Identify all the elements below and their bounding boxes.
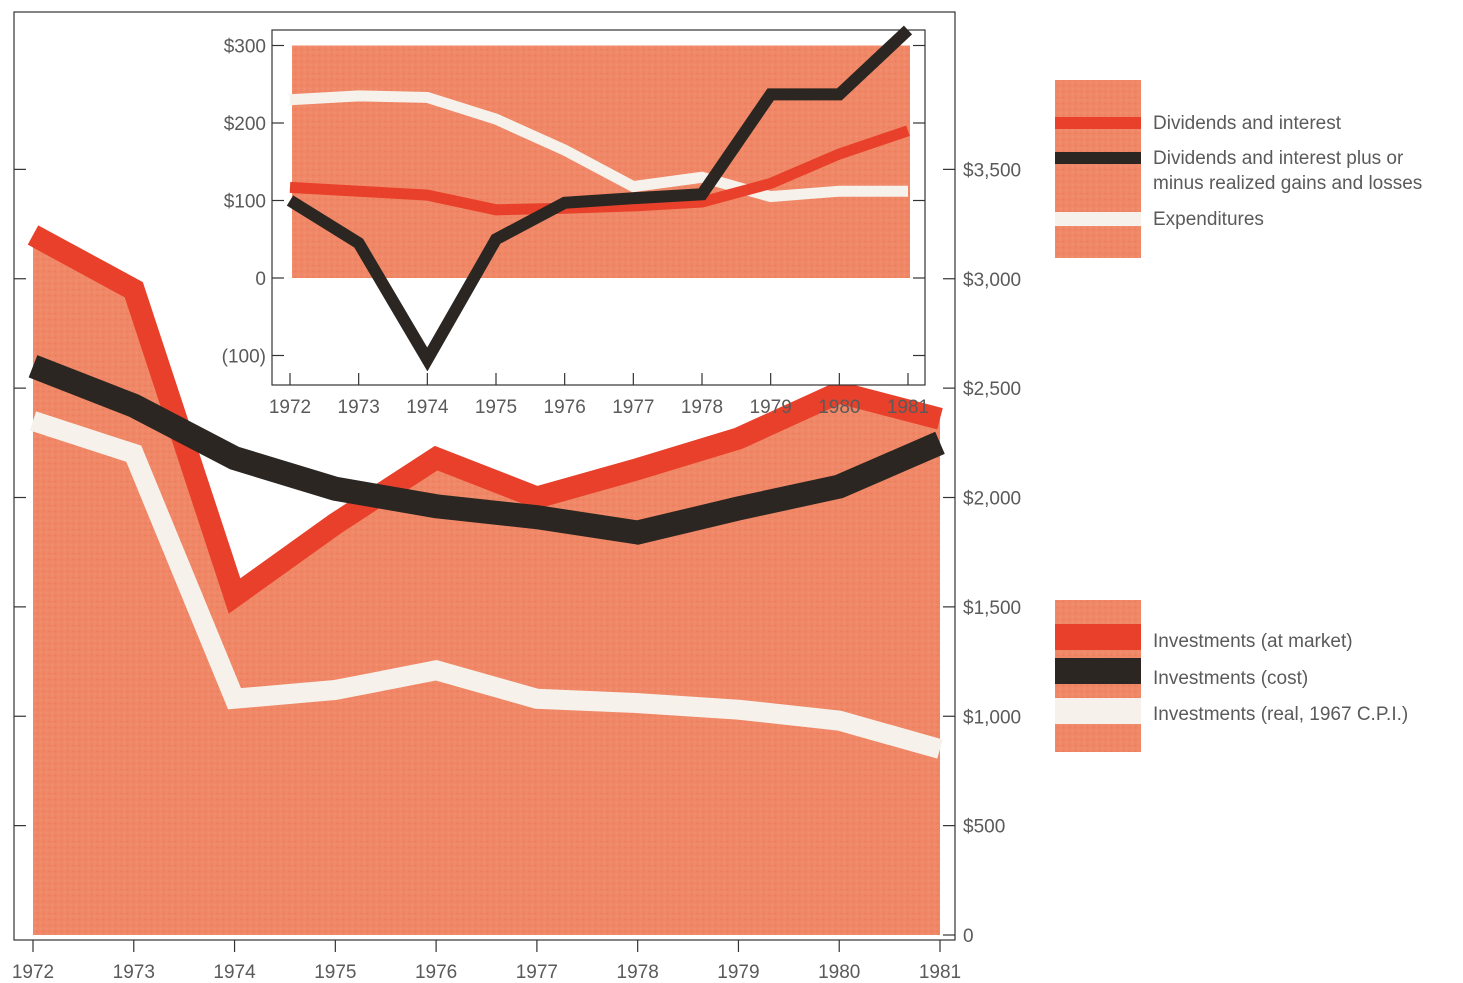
main-x-tick-label: 1974 <box>213 962 256 983</box>
inset-y-tick-label: $200 <box>224 114 266 135</box>
inset-x-tick-label: 1979 <box>750 397 792 418</box>
main-x-tick-label: 1979 <box>717 962 759 983</box>
income-legend-swatch-area <box>1055 80 1141 258</box>
inset-series-line-0 <box>289 125 910 216</box>
main-y-tick-label: $1,000 <box>963 707 1021 728</box>
main-series-line-1 <box>28 355 945 545</box>
inset-x-tick-label: 1976 <box>544 397 586 418</box>
main-x-tick-label: 1976 <box>415 962 457 983</box>
inset-x-tick-label: 1980 <box>818 397 860 418</box>
inset-series-line-2 <box>289 90 908 203</box>
investments-legend-label-1: Investments (cost) <box>1153 668 1308 689</box>
main-y-tick-label: $2,000 <box>963 489 1021 510</box>
income-legend-label-1-line1: minus realized gains and losses <box>1153 173 1422 194</box>
main-x-tick-label: 1981 <box>919 962 961 983</box>
inset-frame <box>271 29 926 386</box>
investments-legend-swatch-1 <box>1055 658 1141 684</box>
inset-x-tick-label: 1972 <box>269 397 311 418</box>
investments-legend-label-2: Investments (real, 1967 C.P.I.) <box>1153 704 1408 725</box>
main-y-tick-label: 0 <box>963 926 974 947</box>
inset-y-tick-label: (100) <box>222 347 266 368</box>
investments-legend-swatch-2 <box>1055 698 1141 724</box>
main-y-tick-label: $2,500 <box>963 379 1021 400</box>
main-y-tick-label: $3,500 <box>963 160 1021 181</box>
inset-y-tick-label: $300 <box>224 37 266 58</box>
main-x-tick-label: 1972 <box>12 962 54 983</box>
main-x-tick-label: 1978 <box>617 962 659 983</box>
inset-x-tick-label: 1974 <box>406 397 449 418</box>
income-legend-label-0: Dividends and interest <box>1153 113 1342 134</box>
investments-chart: 0 $500 $1,000 $1,500 $2,000 $2,500 $3,000 $3,50… <box>12 11 1021 983</box>
income-legend: Dividends and interest Dividends and inte… <box>1055 80 1422 258</box>
income-legend-swatch-0 <box>1055 117 1141 129</box>
investments-legend-swatch-0 <box>1055 624 1141 650</box>
inset-y-tick-label: $100 <box>224 192 266 213</box>
inset-y-tick-label: 0 <box>255 269 266 290</box>
inset-x-tick-label: 1973 <box>338 397 380 418</box>
main-x-tick-label: 1975 <box>314 962 356 983</box>
income-legend-swatch-1 <box>1055 152 1141 164</box>
investments-legend-label-0: Investments (at market) <box>1153 631 1353 652</box>
income-expenditure-inset-chart: (100) 0 $100 $200 $300 1972 1973 1974 1975 1976 19… <box>222 25 929 418</box>
main-y-tick-label: $500 <box>963 817 1005 838</box>
main-area-fill <box>33 235 940 935</box>
main-y-tick-label: $3,000 <box>963 270 1021 291</box>
main-series-line-2 <box>29 411 943 759</box>
inset-x-tick-label: 1981 <box>887 397 929 418</box>
inset-x-tick-label: 1978 <box>681 397 723 418</box>
income-legend-label-1-line0: Dividends and interest plus or <box>1153 148 1404 169</box>
main-frame <box>13 11 956 941</box>
inset-x-tick-label: 1975 <box>475 397 517 418</box>
inset-x-tick-label: 1977 <box>612 397 654 418</box>
investments-legend: Investments (at market) Investments (cost… <box>1055 600 1408 752</box>
inset-series-line-1 <box>286 25 913 372</box>
income-legend-swatch-2 <box>1055 212 1141 226</box>
main-y-tick-label: $1,500 <box>963 598 1021 619</box>
inset-area-fill <box>292 45 910 278</box>
income-legend-label-2: Expenditures <box>1153 209 1264 230</box>
main-x-tick-label: 1980 <box>818 962 860 983</box>
main-x-tick-label: 1973 <box>113 962 155 983</box>
main-x-tick-label: 1977 <box>516 962 558 983</box>
